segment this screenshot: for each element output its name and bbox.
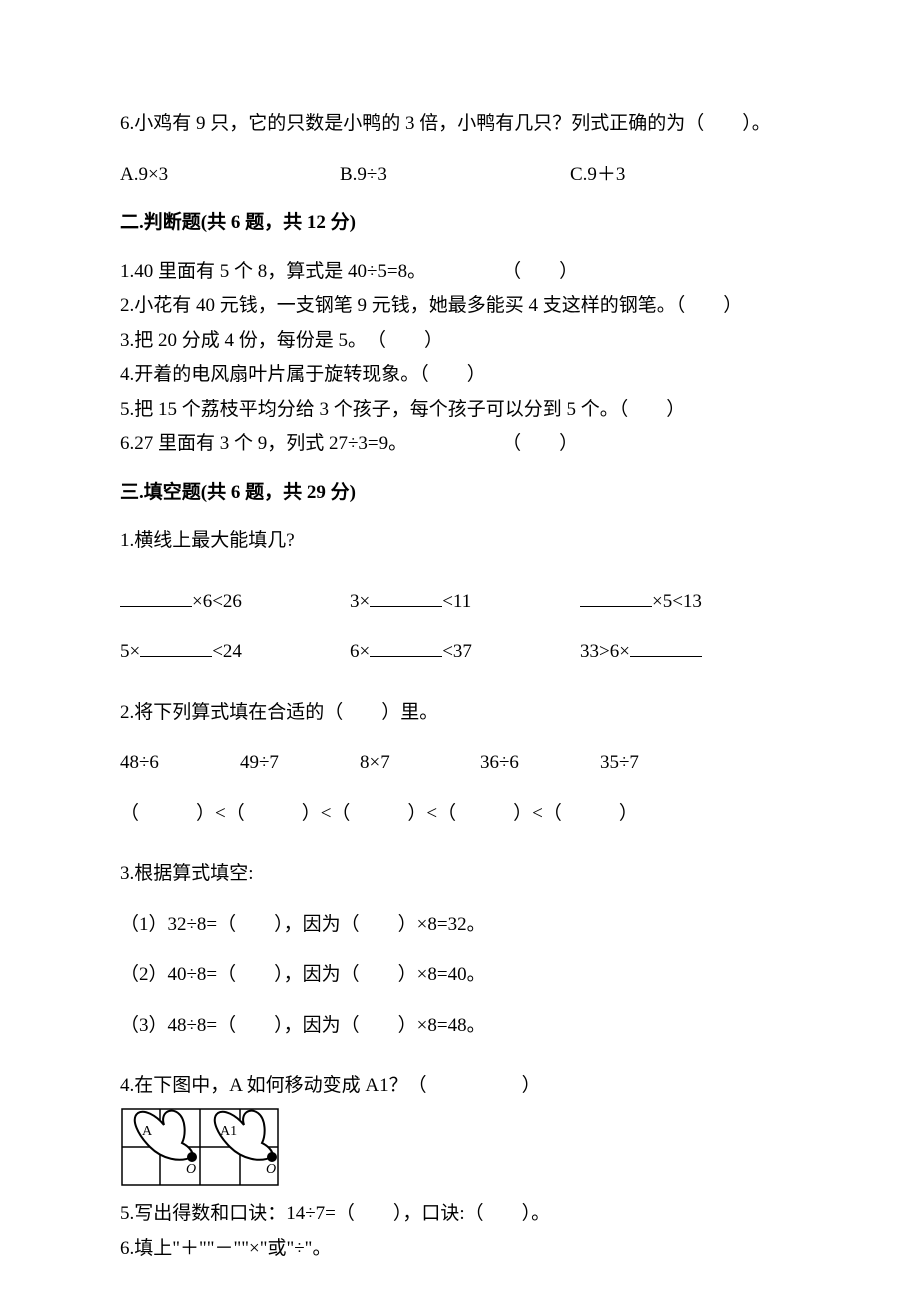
q6-opt-c: C.9＋3: [570, 161, 800, 190]
s3-q5: 5.写出得数和口诀：14÷7=（ ），口诀:（ ）。: [120, 1200, 800, 1229]
s3-q2-item-4: 36÷6: [480, 749, 600, 778]
txt: <24: [212, 641, 242, 662]
blank[interactable]: [580, 589, 652, 607]
q6-opt-a: A.9×3: [120, 161, 340, 190]
s3-q1-r2-b: 6× <37: [350, 638, 580, 667]
s3-q2-order: （ ）<（ ）<（ ）<（ ）<（ ）: [120, 800, 800, 829]
s2-item-2: 2.小花有 40 元钱，一支钢笔 9 元钱，她最多能买 4 支这样的钢笔。（ ）: [120, 292, 800, 321]
blank[interactable]: [140, 639, 212, 657]
s3-q3-line-1: （1）32÷8=（ ），因为（ ）×8=32。: [120, 911, 800, 940]
s3-q2-item-5: 35÷7: [600, 749, 720, 778]
label-A1: A1: [220, 1124, 237, 1139]
s3-q1-row1: ×6<26 3× <11 ×5<13: [120, 588, 800, 617]
q6-opt-b: B.9÷3: [340, 161, 570, 190]
s3-q2-item-2: 49÷7: [240, 749, 360, 778]
blank[interactable]: [370, 589, 442, 607]
s3-q4-prompt: 4.在下图中，A 如何移动变成 A1？（ ）: [120, 1072, 800, 1101]
label-O1: O: [186, 1162, 196, 1177]
blank[interactable]: [630, 639, 702, 657]
s2-item-1: 1.40 里面有 5 个 8，算式是 40÷5=8。 （ ）: [120, 258, 800, 287]
flower-grid-svg: A A1 O O: [120, 1107, 280, 1187]
s3-q1-r2-c: 33>6×: [580, 638, 800, 667]
q6-text: 6.小鸡有 9 只，它的只数是小鸭的 3 倍，小鸭有几只？列式正确的为（ ）。: [120, 110, 800, 139]
s3-q2-prompt: 2.将下列算式填在合适的（ ）里。: [120, 699, 800, 728]
s3-q2-items: 48÷6 49÷7 8×7 36÷6 35÷7: [120, 749, 800, 778]
txt: 33>6×: [580, 641, 630, 662]
s3-q1-r1-c: ×5<13: [580, 588, 800, 617]
s3-q2-item-3: 8×7: [360, 749, 480, 778]
s2-item-3: 3.把 20 分成 4 份，每份是 5。 （ ）: [120, 327, 800, 356]
s3-q3-prompt: 3.根据算式填空:: [120, 860, 800, 889]
s3-q1-r2-a: 5× <24: [120, 638, 350, 667]
txt: 5×: [120, 641, 140, 662]
s3-q3-line-2: （2）40÷8=（ ），因为（ ）×8=40。: [120, 961, 800, 990]
txt: <37: [442, 641, 472, 662]
txt: 3×: [350, 591, 370, 612]
s3-q4-figure: A A1 O O: [120, 1107, 800, 1197]
label-A: A: [142, 1124, 153, 1139]
s3-q1-row2: 5× <24 6× <37 33>6×: [120, 638, 800, 667]
s3-q3-line-3: （3）48÷8=（ ），因为（ ）×8=48。: [120, 1012, 800, 1041]
txt: ×6<26: [192, 591, 242, 612]
s3-q1-r1-b: 3× <11: [350, 588, 580, 617]
label-O2: O: [266, 1162, 276, 1177]
s2-item-6: 6.27 里面有 3 个 9，列式 27÷3=9。 （ ）: [120, 430, 800, 459]
s3-q6: 6.填上"＋""－""×"或"÷"。: [120, 1235, 800, 1264]
s3-q2-item-1: 48÷6: [120, 749, 240, 778]
s2-item-5: 5.把 15 个荔枝平均分给 3 个孩子，每个孩子可以分到 5 个。（ ）: [120, 396, 800, 425]
txt: ×5<13: [652, 591, 702, 612]
txt: 6×: [350, 641, 370, 662]
blank[interactable]: [120, 589, 192, 607]
s2-item-4: 4.开着的电风扇叶片属于旋转现象。（ ）: [120, 361, 800, 390]
s3-q1-r1-a: ×6<26: [120, 588, 350, 617]
txt: <11: [442, 591, 471, 612]
s3-q1-prompt: 1.横线上最大能填几?: [120, 527, 800, 556]
section2-title: 二.判断题(共 6 题，共 12 分): [120, 209, 800, 238]
blank[interactable]: [370, 639, 442, 657]
q6-options: A.9×3 B.9÷3 C.9＋3: [120, 161, 800, 190]
section3-title: 三.填空题(共 6 题，共 29 分): [120, 479, 800, 508]
